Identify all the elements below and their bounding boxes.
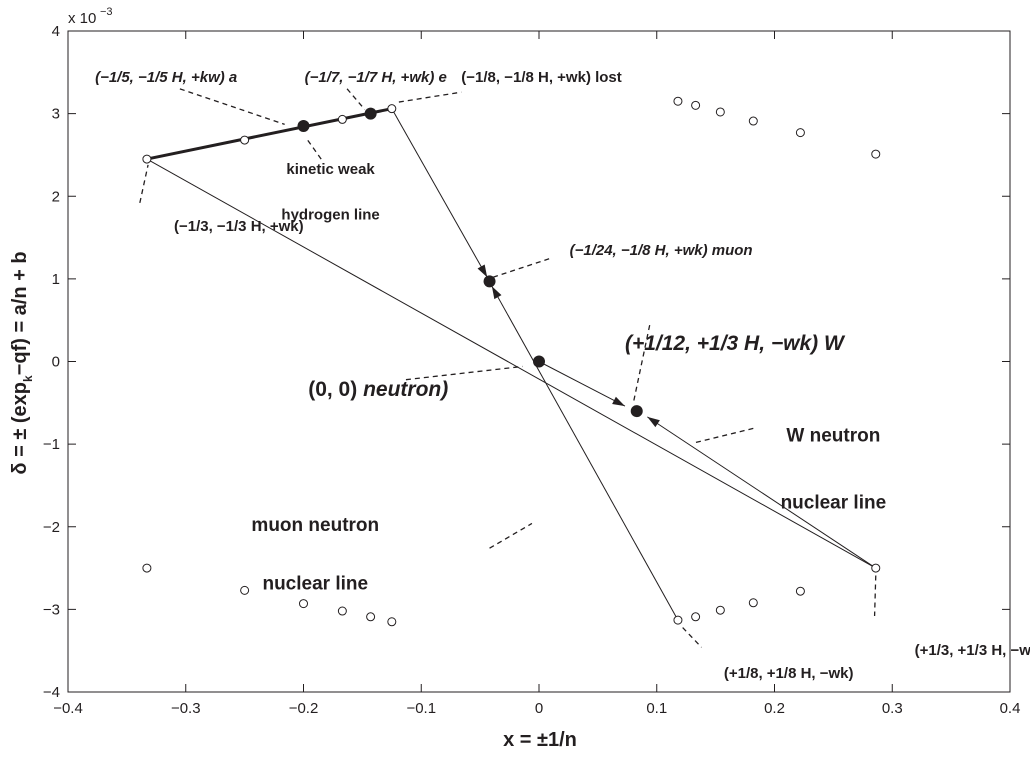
nuclear-line — [146, 158, 877, 569]
arrowhead — [477, 264, 488, 278]
open-data-point — [142, 154, 152, 164]
open-data-point — [366, 612, 376, 622]
filled-data-point — [364, 107, 377, 120]
y-tick-label: 2 — [52, 188, 60, 205]
y-tick-label: 1 — [52, 271, 60, 288]
filled-data-point — [297, 120, 310, 133]
leader-line — [305, 137, 322, 160]
tick-labels: −0.4 −0.3 −0.2 −0.1 0 0.1 0.2 0.3 0.4 −4 −3 −2 −1 0 1 2… — [43, 23, 1021, 717]
annotation-leaders — [139, 88, 877, 648]
x-tick-label: −0.2 — [289, 700, 319, 717]
open-data-point — [673, 615, 683, 625]
open-data-point — [871, 563, 881, 573]
y-axis-title-subscript: k — [21, 375, 35, 382]
open-data-point — [240, 135, 250, 145]
open-data-point — [387, 104, 397, 114]
open-data-point — [673, 96, 683, 106]
y-axis-title-prefix: δ = ± (exp — [9, 382, 31, 475]
open-data-point — [748, 598, 758, 608]
leader-line — [489, 522, 533, 549]
x-tick-label: −0.1 — [406, 700, 436, 717]
y-tick-label: −3 — [43, 601, 60, 618]
open-data-point — [337, 114, 347, 124]
annotation-lost: (−1/8, −1/8 H, +wk) lost — [461, 69, 622, 86]
annotation-eighth-pos: (+1/8, +1/8 H, −wk) — [724, 665, 854, 682]
y-tick-label: 4 — [52, 23, 60, 40]
annotation-third: (−1/3, −1/3 H, +wk) — [174, 218, 304, 235]
x-axis-title: x = ±1/n — [503, 729, 577, 751]
x-tick-label: −0.4 — [53, 700, 83, 717]
x-tick-label: −0.3 — [171, 700, 201, 717]
open-data-point — [142, 563, 152, 573]
filled-data-point — [483, 275, 496, 288]
arrowhead — [612, 396, 625, 407]
leader-line — [398, 91, 462, 103]
open-data-point — [691, 612, 701, 622]
annotation-muon-line-1: muon neutron — [251, 515, 379, 536]
leader-line — [632, 325, 651, 404]
y-axis-title: δ = ± (expk−qf) = a/n + b — [9, 251, 35, 474]
annotation-w-boson: (+1/12, +1/3 H, −wk) W — [625, 332, 846, 355]
hydrogen-line — [146, 107, 393, 161]
y-multiplier-base: x 10 — [68, 10, 96, 27]
y-multiplier-exponent: −3 — [100, 6, 113, 18]
annotation-muon-line-2: nuclear line — [262, 574, 368, 595]
y-axis-title-suffix: −qf) = a/n + b — [9, 251, 31, 375]
leader-line — [695, 427, 754, 444]
open-data-point — [337, 606, 347, 616]
x-tick-label: 0.2 — [764, 700, 785, 717]
open-data-point — [715, 107, 725, 117]
y-tick-label: −4 — [43, 684, 60, 701]
arrowhead — [491, 286, 502, 300]
trend-lines — [146, 107, 877, 621]
annotation-neutron: (0, 0) neutron) — [308, 378, 448, 401]
y-axis-title-group: δ = ± (expk−qf) = a/n + b — [9, 251, 35, 474]
nuclear-line — [491, 286, 679, 621]
data-points — [142, 96, 881, 627]
annotation-a: (−1/5, −1/5 H, +kw) a — [95, 69, 237, 86]
y-tick-label: −2 — [43, 519, 60, 536]
open-data-point — [871, 149, 881, 159]
leader-line — [139, 164, 149, 203]
y-axis-multiplier: x 10 −3 — [68, 6, 113, 27]
x-tick-label: 0.1 — [646, 700, 667, 717]
annotation-third-pos: (+1/3, +1/3 H, −wk) — [915, 642, 1030, 659]
leader-line — [346, 88, 366, 110]
leader-line — [179, 88, 285, 125]
leader-line — [492, 257, 551, 278]
filled-data-point — [533, 355, 545, 368]
nuclear-line — [647, 416, 877, 569]
open-data-point — [748, 116, 758, 126]
y-tick-label: 3 — [52, 106, 60, 123]
annotation-w-line-1: W neutron — [786, 426, 880, 447]
y-tick-label: −1 — [43, 436, 60, 453]
leader-line — [682, 627, 702, 648]
nuclear-line — [538, 361, 626, 407]
x-tick-label: 0.3 — [882, 700, 903, 717]
x-tick-label: 0.4 — [1000, 700, 1021, 717]
annotation-hyd-line-2: hydrogen line — [281, 206, 379, 223]
open-data-point — [795, 128, 805, 138]
annotation-hyd-line-1: kinetic weak — [286, 161, 375, 178]
open-data-point — [691, 100, 701, 110]
annotation-w-line-2: nuclear line — [781, 493, 887, 514]
nuclear-line — [391, 108, 488, 278]
annotation-e: (−1/7, −1/7 H, +wk) e — [305, 69, 447, 86]
x-tick-label: 0 — [535, 700, 543, 717]
leader-line — [405, 365, 523, 381]
leader-line — [873, 575, 877, 617]
annotations: (−1/5, −1/5 H, +kw) a (−1/7, −1/7 H, +wk)… — [95, 69, 1030, 682]
filled-data-point — [630, 405, 643, 418]
open-data-point — [715, 605, 725, 615]
annotation-muon: (−1/24, −1/8 H, +wk) muon — [570, 242, 753, 259]
y-tick-label: 0 — [52, 354, 60, 371]
arrowhead — [647, 416, 660, 428]
axis-ticks — [67, 30, 1011, 693]
open-data-point — [387, 617, 397, 627]
open-data-point — [795, 586, 805, 596]
open-data-point — [240, 585, 250, 595]
open-data-point — [299, 599, 308, 609]
